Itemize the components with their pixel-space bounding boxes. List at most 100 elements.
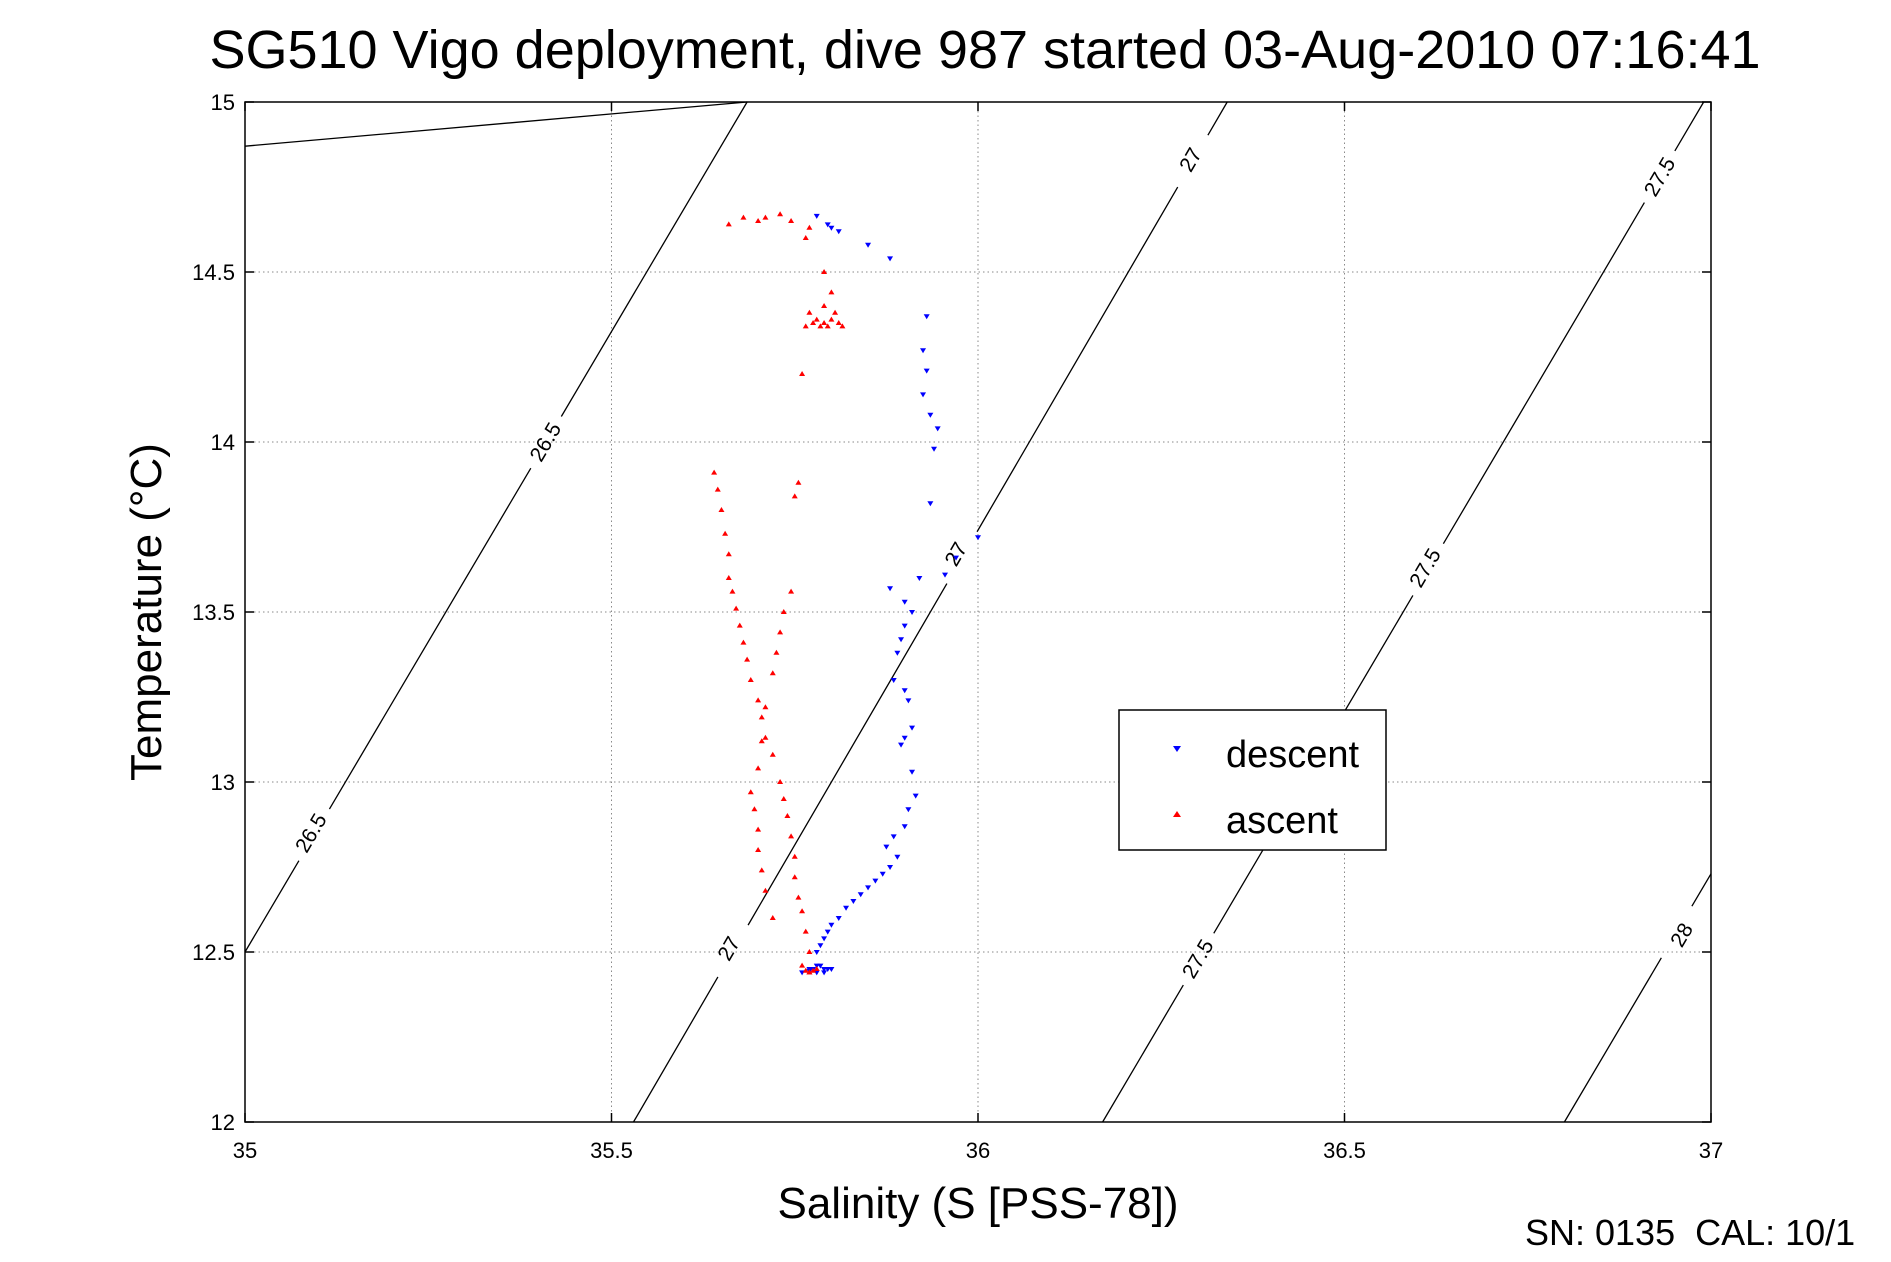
ascent-point — [718, 507, 725, 512]
descent-point — [821, 970, 828, 976]
ascent-point — [817, 323, 824, 329]
ascent-point — [821, 303, 828, 308]
descent-point — [850, 899, 857, 904]
descent-point — [909, 610, 916, 615]
legend: descent ascent — [1118, 709, 1387, 851]
ascent-point — [751, 806, 758, 812]
descent-point — [920, 348, 927, 354]
ascent-point — [729, 588, 736, 594]
descent-point — [890, 678, 897, 683]
legend-ascent-marker — [1173, 811, 1181, 817]
descent-point — [828, 225, 835, 231]
ascent-point — [791, 874, 798, 880]
footer-serial-cal: SN: 0135 CAL: 10/1 — [1525, 1212, 1855, 1253]
ascent-point — [758, 714, 765, 720]
y-tick-label: 14 — [211, 430, 235, 455]
descent-point — [923, 368, 930, 374]
contour-label: 27.5 — [1178, 936, 1219, 983]
y-tick-label: 15 — [211, 90, 235, 115]
grid — [245, 102, 1711, 1122]
descent-point — [890, 834, 897, 840]
legend-ascent-label: ascent — [1226, 800, 1338, 842]
ascent-point — [791, 853, 798, 859]
contour-label: 27.5 — [1640, 154, 1681, 201]
ascent-point — [755, 765, 762, 771]
y-tick-label: 14.5 — [192, 260, 235, 285]
contour-label: 26.5 — [291, 810, 332, 857]
descent-point — [824, 929, 831, 935]
ascent-point — [806, 309, 813, 315]
contour-label: 27 — [1175, 144, 1207, 176]
descent-point — [824, 222, 831, 228]
ascent-point — [747, 789, 754, 795]
ascent-point — [755, 826, 762, 832]
contour-line — [976, 186, 1179, 533]
ascent-point — [711, 469, 718, 475]
ascent-point — [788, 218, 795, 223]
ascent-point — [758, 738, 765, 744]
ascent-point — [744, 656, 751, 662]
descent-point — [901, 824, 908, 830]
y-tick-label: 13.5 — [192, 600, 235, 625]
ascent-point — [777, 211, 784, 217]
descent-point — [894, 650, 901, 656]
y-tick-label: 13 — [211, 770, 235, 795]
legend-descent-marker — [1173, 746, 1181, 752]
contour-label: 28 — [1666, 919, 1698, 951]
descent-point — [920, 392, 927, 398]
y-tick-label: 12 — [211, 1110, 235, 1135]
ascent-point — [762, 214, 769, 220]
descent-point — [835, 229, 842, 235]
descent-point — [905, 807, 912, 813]
ascent-point — [780, 609, 787, 614]
descent-point — [872, 878, 879, 884]
ascent-point — [733, 605, 740, 611]
x-tick-label: 37 — [1699, 1138, 1723, 1163]
y-axis: 12 12.5 13 13.5 14 14.5 15 — [192, 90, 1711, 1135]
descent-point — [879, 871, 886, 877]
data-points — [711, 211, 981, 976]
contour-line — [244, 860, 300, 953]
y-axis-label: Temperature (°C) — [122, 443, 171, 781]
legend-box — [1118, 709, 1387, 851]
descent-point — [887, 256, 894, 262]
descent-point — [898, 742, 905, 748]
descent-point — [857, 892, 864, 898]
ascent-point — [780, 796, 787, 801]
ascent-point — [769, 915, 776, 920]
descent-point — [898, 637, 905, 643]
descent-point — [927, 412, 934, 418]
descent-point — [901, 688, 908, 694]
legend-descent-label: descent — [1226, 734, 1360, 776]
descent-point — [934, 426, 941, 432]
contour-line — [1442, 202, 1645, 545]
contour-line — [1563, 957, 1662, 1123]
ascent-point — [755, 697, 762, 703]
descent-point — [953, 555, 960, 561]
ascent-point — [810, 967, 817, 973]
ascent-point — [769, 670, 776, 676]
descent-point — [909, 769, 916, 775]
contour-label: 27 — [713, 933, 745, 965]
ascent-point — [773, 649, 780, 655]
descent-point — [901, 623, 908, 629]
ascent-point — [799, 908, 806, 914]
ascent-point — [769, 751, 776, 757]
x-axis: 35 35.5 36 36.5 37 — [233, 102, 1723, 1163]
descent-point — [927, 501, 934, 507]
x-tick-label: 35 — [233, 1138, 257, 1163]
descent-point — [905, 698, 912, 704]
ascent-point — [788, 588, 795, 594]
contour-line — [1674, 101, 1705, 152]
ascent-point — [736, 622, 743, 628]
descent-point — [813, 950, 820, 955]
descent-point — [912, 793, 919, 799]
descent-point — [901, 599, 908, 605]
contour-line — [747, 583, 948, 926]
descent-point — [843, 905, 850, 911]
chart-title: SG510 Vigo deployment, dive 987 started … — [209, 20, 1760, 80]
contour-label: 27.5 — [1405, 545, 1446, 592]
ascent-point — [806, 949, 813, 954]
ascent-point — [799, 371, 806, 376]
